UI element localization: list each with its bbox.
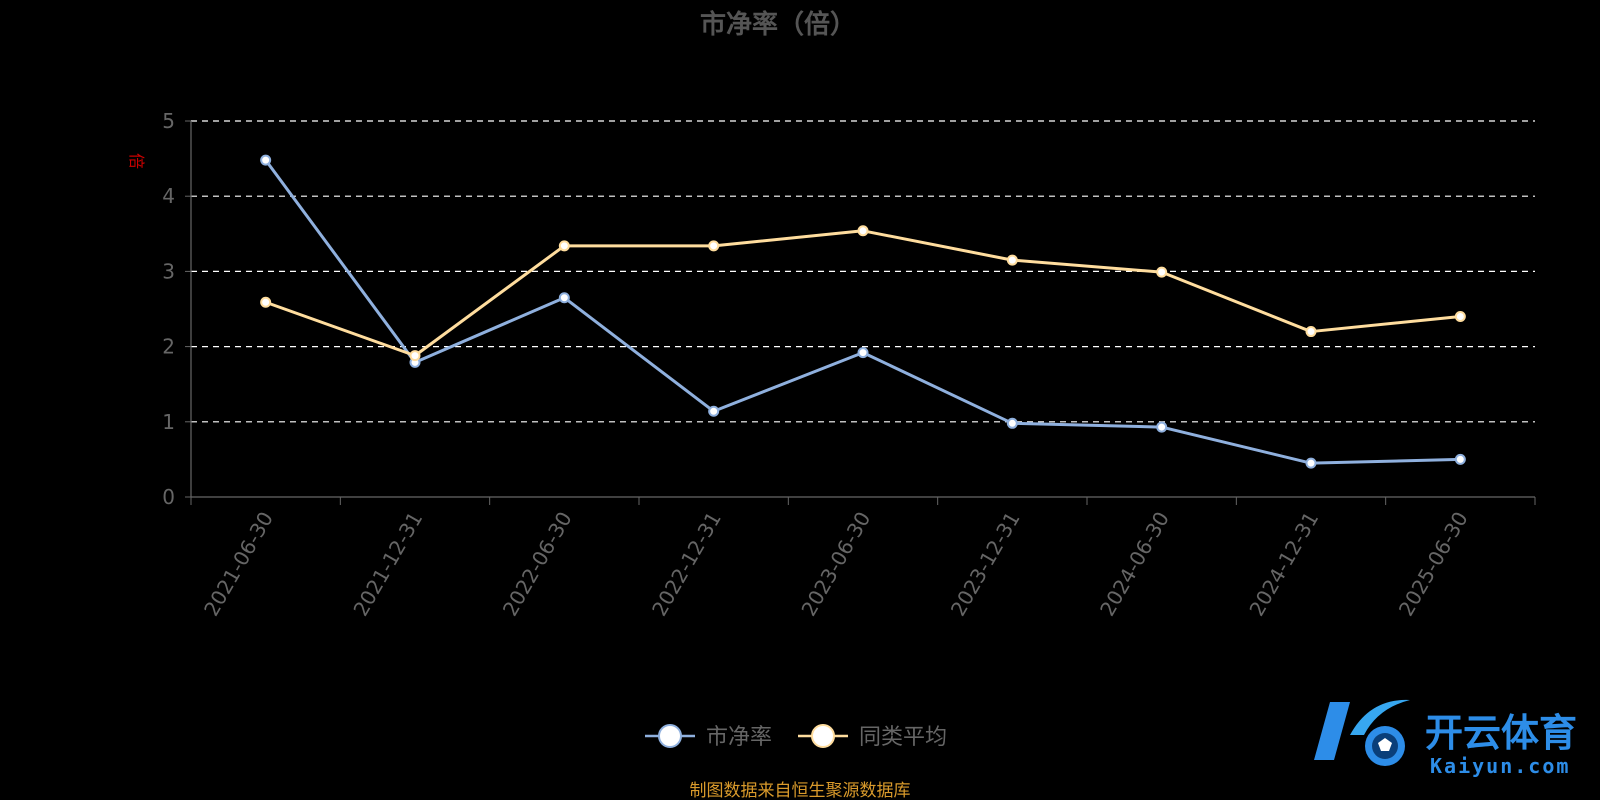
- watermark-cn: 开云体育: [1425, 711, 1577, 755]
- data-point[interactable]: [1305, 457, 1317, 469]
- x-tick-label: 2025-06-30: [1394, 508, 1473, 621]
- series-line-2: [265, 229, 1461, 358]
- x-tick-label: 2022-12-31: [647, 508, 726, 621]
- data-point[interactable]: [558, 240, 570, 252]
- grid-lines: [191, 120, 1535, 423]
- data-point[interactable]: [857, 347, 869, 359]
- legend-item-1[interactable]: 市净率: [645, 724, 772, 750]
- source-note: 制图数据来自恒生聚源数据库: [690, 781, 911, 800]
- data-point[interactable]: [1454, 311, 1466, 323]
- legend-swatch-marker: [811, 724, 835, 748]
- logo-k-shape: [1314, 702, 1350, 760]
- chart-title: 市净率（倍）: [700, 9, 856, 40]
- y-axis-label: 倍: [127, 153, 146, 169]
- series-lines: [260, 154, 1466, 469]
- data-point[interactable]: [708, 240, 720, 252]
- logo-k-swoosh: [1350, 699, 1410, 735]
- data-point[interactable]: [409, 350, 421, 362]
- legend-swatch-marker: [658, 724, 682, 748]
- data-point[interactable]: [857, 225, 869, 237]
- data-point[interactable]: [260, 296, 272, 308]
- x-tick-label: 2023-06-30: [796, 508, 875, 621]
- data-point[interactable]: [708, 405, 720, 417]
- y-tick-label: 4: [162, 184, 175, 208]
- x-tick-label: 2021-12-31: [348, 508, 427, 621]
- data-point[interactable]: [1156, 266, 1168, 278]
- data-point[interactable]: [558, 292, 570, 304]
- legend[interactable]: 市净率 同类平均: [645, 724, 947, 750]
- legend-label: 市净率: [706, 725, 772, 750]
- axes: [185, 120, 1536, 505]
- data-point[interactable]: [260, 154, 272, 166]
- watermark-logo: 开云体育 Kaiyun.com: [1314, 699, 1577, 778]
- x-tick-label: 2023-12-31: [946, 508, 1025, 621]
- x-tick-label: 2024-06-30: [1095, 508, 1174, 621]
- y-tick-labels: 0 1 2 3 4 5: [162, 109, 175, 509]
- x-tick-label: 2021-06-30: [199, 508, 278, 621]
- data-point[interactable]: [1305, 326, 1317, 338]
- data-point[interactable]: [1006, 254, 1018, 266]
- watermark-en: Kaiyun.com: [1430, 754, 1570, 778]
- legend-label: 同类平均: [859, 725, 947, 750]
- legend-item-2[interactable]: 同类平均: [798, 724, 947, 750]
- y-tick-label: 0: [162, 485, 175, 509]
- data-point[interactable]: [1006, 417, 1018, 429]
- y-tick-label: 3: [162, 259, 175, 283]
- x-tick-labels: 2021-06-30 2021-12-31 2022-06-30 2022-12-31…: [199, 508, 1473, 621]
- x-tick-label: 2024-12-31: [1244, 508, 1323, 621]
- y-tick-label: 1: [162, 410, 175, 434]
- y-tick-label: 2: [162, 335, 175, 359]
- y-tick-label: 5: [162, 109, 175, 133]
- series-line-1: [264, 159, 1461, 465]
- data-point[interactable]: [1454, 453, 1466, 465]
- data-point[interactable]: [1156, 421, 1168, 433]
- x-tick-label: 2022-06-30: [498, 508, 577, 621]
